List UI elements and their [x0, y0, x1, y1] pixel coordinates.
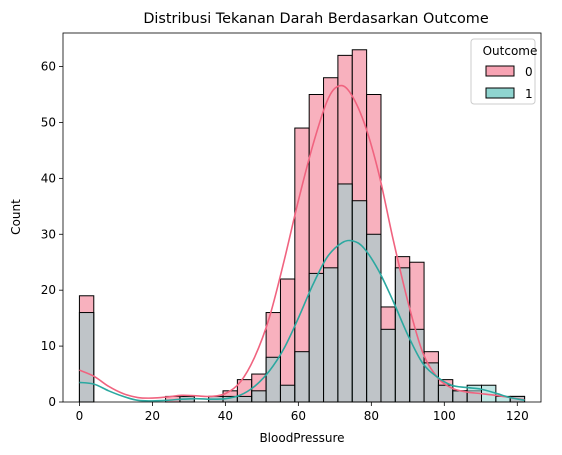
bar-series-1-bin-19: [351, 200, 368, 403]
y-tick-label: 0: [48, 395, 56, 409]
y-tick-label: 50: [41, 115, 56, 129]
plot-frame: [62, 32, 542, 403]
x-axis: 0 20 40 60 80 100 120: [76, 402, 529, 423]
x-tick-label: 100: [433, 409, 456, 423]
bar-series-1-bin-15: [294, 351, 310, 403]
x-tick-label: 120: [506, 409, 529, 423]
bar-series-1-bin-20: [366, 233, 382, 403]
chart-title: Distribusi Tekanan Darah Berdasarkan Out…: [143, 11, 489, 27]
y-tick-label: 30: [41, 227, 56, 241]
legend-label-1: 1: [525, 87, 533, 101]
bar-series-1-bin-18: [337, 183, 353, 403]
x-tick-label: 20: [145, 409, 160, 423]
x-tick-label: 80: [364, 409, 379, 423]
x-tick-label: 0: [76, 409, 84, 423]
x-tick-label: 60: [291, 409, 306, 423]
y-tick-label: 20: [41, 283, 56, 297]
legend: Outcome 0 1: [470, 38, 538, 105]
y-axis-label: Count: [9, 199, 23, 235]
bar-series-1-bin-11: [236, 395, 253, 403]
x-tick-label: 40: [218, 409, 233, 423]
kde-line-series-0: [79, 84, 525, 401]
bar-series-1-bin-17: [323, 267, 339, 403]
y-axis: 0 10 20 30 40 50 60: [41, 60, 63, 409]
legend-swatch-0: [485, 65, 515, 77]
bar-series-1-bin-12: [251, 390, 267, 403]
legend-label-0: 0: [525, 65, 533, 79]
legend-swatch-1: [485, 87, 515, 99]
bar-series-1-bin-14: [279, 384, 296, 403]
x-axis-label: BloodPressure: [259, 431, 344, 445]
legend-title: Outcome: [483, 44, 538, 58]
y-tick-label: 60: [41, 60, 56, 74]
bar-series-1-bin-21: [380, 328, 396, 403]
y-tick-label: 10: [41, 339, 56, 353]
bar-series-1-bin-16: [308, 272, 325, 403]
bar-series-1-bin-13: [265, 356, 281, 403]
kde-line-series-1: [79, 239, 525, 402]
bar-series-1-bin-0: [78, 312, 95, 403]
y-tick-label: 40: [41, 171, 56, 185]
bar-series-1-bin-23: [409, 328, 425, 403]
